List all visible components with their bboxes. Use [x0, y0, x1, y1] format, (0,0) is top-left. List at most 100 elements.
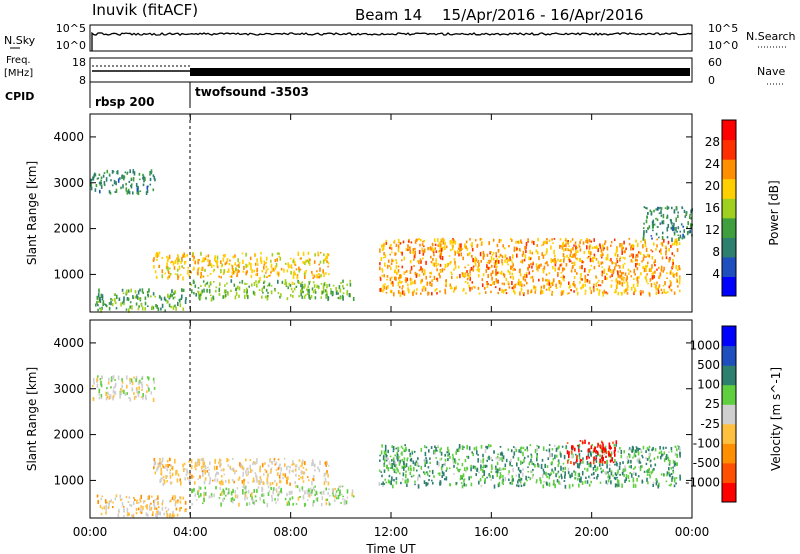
power-cell-4: [438, 242, 441, 247]
power-cell-4: [568, 292, 570, 295]
velocity-cell-3: [286, 501, 289, 504]
power-cell-4: [633, 277, 635, 281]
power-cell-4: [401, 265, 404, 269]
power-cell-4: [452, 241, 455, 245]
power-cell-4: [524, 254, 527, 259]
power-cell-4: [657, 287, 659, 290]
power-cell-5: [661, 231, 664, 235]
power-cell-4: [430, 255, 432, 259]
velocity-cell-5: [566, 450, 569, 455]
velocity-cell-4: [512, 478, 514, 482]
power-cell-2: [236, 273, 239, 277]
velocity-cell-4: [604, 471, 606, 475]
power-cell-3: [306, 288, 308, 291]
power-cell-4: [621, 285, 624, 287]
power-cell-4: [675, 273, 678, 277]
power-cell-4: [444, 264, 447, 269]
power-cell-3: [304, 294, 307, 297]
velocity-cell-2: [169, 481, 172, 485]
power-cell-4: [617, 291, 619, 296]
power-cell-4: [446, 262, 449, 268]
velocity-cell-0: [140, 396, 143, 398]
power-cell-3: [239, 281, 241, 284]
power-cell-4: [545, 273, 548, 276]
power-cell-1: [140, 303, 143, 307]
power-colorbar-tick: 12: [705, 223, 720, 237]
power-cell-4: [500, 270, 503, 275]
power-cell-2: [153, 265, 155, 269]
velocity-cell-2: [298, 478, 300, 481]
velocity-cell-2: [298, 466, 300, 471]
velocity-cell-4: [439, 483, 441, 486]
power-cell-4: [413, 254, 416, 259]
velocity-cell-4: [665, 455, 667, 460]
velocity-cell-5: [567, 459, 569, 464]
velocity-cell-2: [202, 458, 205, 462]
velocity-cell-4: [498, 481, 501, 486]
velocity-cell-4: [501, 457, 503, 461]
velocity-cell-1: [122, 505, 125, 508]
velocity-cell-4: [548, 475, 551, 480]
velocity-cell-0: [133, 376, 135, 379]
velocity-cell-2: [162, 482, 165, 486]
power-cell-4: [646, 273, 648, 276]
velocity-cell-4: [648, 473, 651, 476]
power-cell-4: [658, 286, 660, 289]
velocity-cell-5: [593, 457, 595, 461]
velocity-cell-4: [647, 458, 650, 461]
velocity-cell-2: [201, 470, 204, 473]
velocity-cell-2: [324, 477, 327, 481]
power-cell-4: [557, 267, 560, 270]
power-cell-4: [498, 238, 501, 243]
velocity-cell-2: [217, 471, 220, 475]
power-cell-4: [566, 254, 568, 258]
power-cell-4: [571, 262, 573, 264]
velocity-cell-4: [525, 475, 527, 481]
velocity-ytick-label: 2000: [53, 428, 84, 442]
velocity-cell-2: [209, 461, 211, 465]
velocity-cell-3: [308, 488, 310, 493]
power-cell-3: [268, 282, 271, 287]
velocity-cell-4: [387, 449, 389, 454]
power-cell-4: [570, 248, 573, 251]
power-cell-4: [585, 278, 588, 282]
power-cell-4: [536, 251, 539, 255]
velocity-cell-4: [540, 480, 542, 484]
velocity-cell-3: [243, 493, 246, 496]
power-cell-3: [194, 284, 197, 288]
power-cell-4: [559, 244, 561, 249]
power-cell-2: [277, 271, 280, 274]
velocity-cell-2: [164, 466, 166, 469]
velocity-cell-4: [502, 455, 505, 460]
velocity-cell-3: [328, 495, 331, 497]
power-cell-4: [475, 258, 478, 262]
power-cell-4: [498, 287, 501, 291]
velocity-cell-4: [625, 477, 627, 482]
velocity-cell-4: [499, 472, 502, 475]
power-cell-4: [564, 247, 567, 251]
power-cell-4: [461, 273, 464, 277]
power-cell-0: [100, 184, 103, 189]
velocity-cell-4: [407, 478, 409, 483]
velocity-cell-4: [405, 448, 407, 452]
power-cell-4: [655, 291, 658, 296]
power-colorbar-segment: [722, 120, 736, 141]
power-cell-4: [648, 292, 651, 297]
power-cell-2: [319, 260, 322, 264]
velocity-cell-1: [184, 508, 186, 513]
power-cell-4: [607, 268, 610, 272]
power-cell-0: [105, 177, 108, 182]
power-cell-4: [635, 256, 637, 259]
velocity-cell-2: [279, 480, 282, 483]
velocity-cell-1: [166, 513, 169, 517]
power-cell-4: [451, 247, 454, 251]
velocity-cell-4: [648, 453, 651, 457]
power-cell-4: [650, 267, 652, 272]
power-cell-4: [511, 281, 513, 285]
velocity-cell-2: [157, 465, 160, 468]
power-cell-2: [222, 272, 225, 275]
velocity-cell-4: [538, 445, 540, 449]
power-cell-3: [234, 295, 237, 300]
velocity-cell-1: [148, 504, 151, 508]
velocity-cell-4: [398, 461, 401, 466]
